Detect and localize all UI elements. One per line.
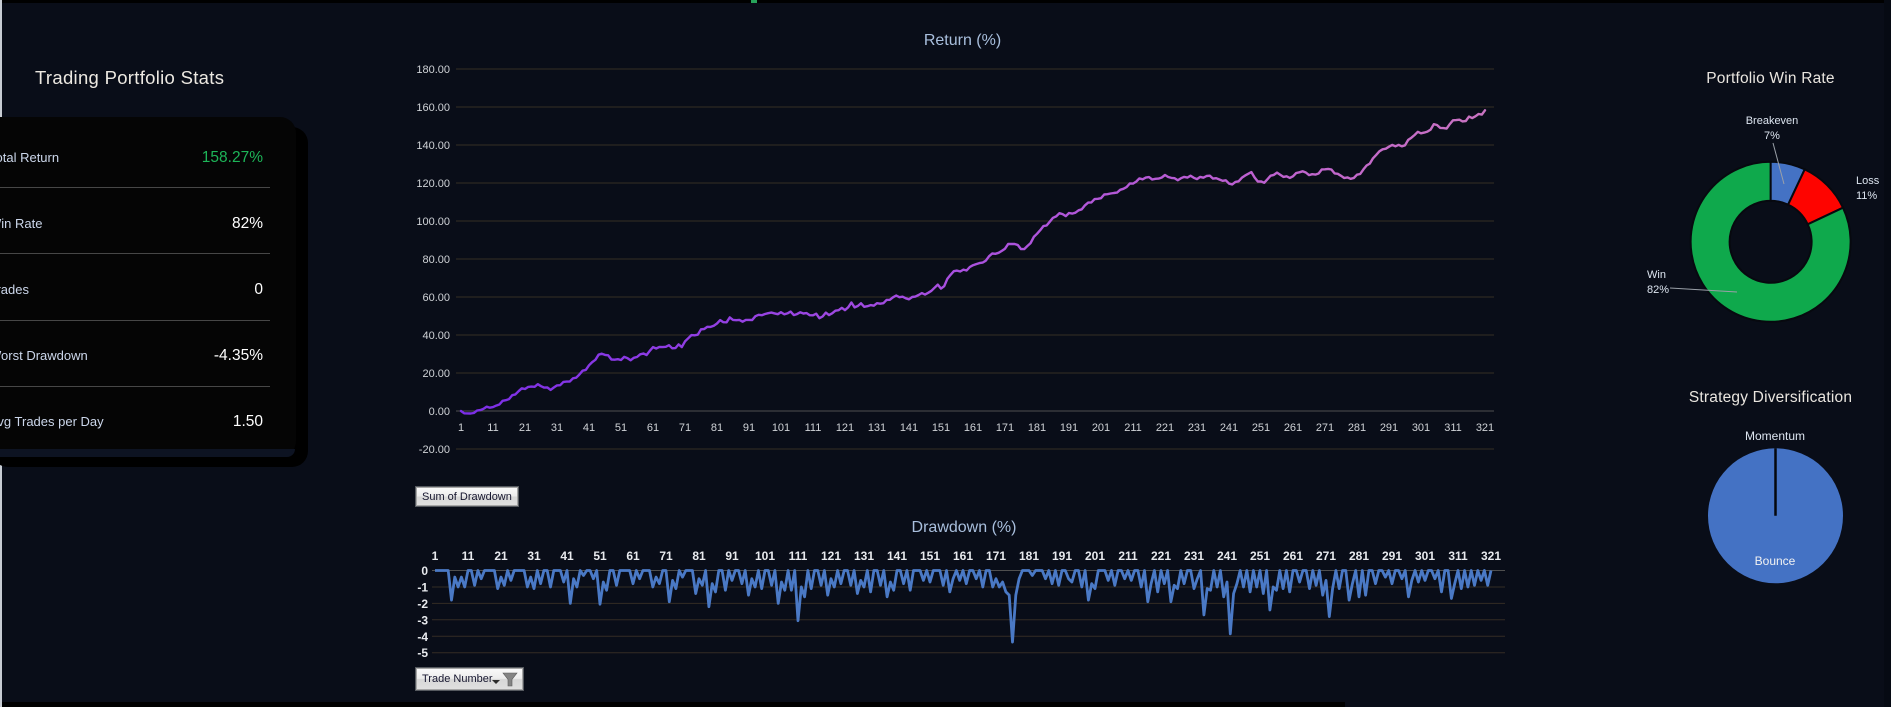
svg-text:261: 261 <box>1284 422 1302 434</box>
svg-text:111: 111 <box>789 549 808 563</box>
svg-text:71: 71 <box>679 422 691 434</box>
svg-text:141: 141 <box>900 422 918 434</box>
svg-text:181: 181 <box>1019 549 1039 563</box>
svg-text:-3: -3 <box>417 613 428 627</box>
svg-text:0: 0 <box>421 564 428 578</box>
svg-text:321: 321 <box>1476 422 1494 434</box>
svg-text:211: 211 <box>1118 549 1138 563</box>
svg-text:301: 301 <box>1412 422 1430 434</box>
svg-text:1: 1 <box>432 549 439 563</box>
svg-text:20.00: 20.00 <box>422 368 450 380</box>
svg-text:191: 191 <box>1060 422 1078 434</box>
svg-text:261: 261 <box>1283 549 1303 563</box>
svg-text:120.00: 120.00 <box>416 178 450 190</box>
svg-text:51: 51 <box>615 422 627 434</box>
svg-text:201: 201 <box>1085 549 1105 563</box>
svg-text:71: 71 <box>659 549 673 563</box>
svg-text:201: 201 <box>1092 422 1110 434</box>
svg-text:321: 321 <box>1481 549 1501 563</box>
svg-text:271: 271 <box>1316 549 1336 563</box>
svg-text:91: 91 <box>743 422 755 434</box>
svg-text:241: 241 <box>1217 549 1237 563</box>
svg-text:41: 41 <box>583 422 595 434</box>
svg-text:101: 101 <box>772 422 790 434</box>
svg-text:291: 291 <box>1382 549 1402 563</box>
svg-text:160.00: 160.00 <box>416 102 450 114</box>
svg-text:-20.00: -20.00 <box>419 444 450 456</box>
svg-text:151: 151 <box>920 549 940 563</box>
svg-text:161: 161 <box>953 549 973 563</box>
svg-text:141: 141 <box>887 549 907 563</box>
svg-text:80.00: 80.00 <box>422 254 450 266</box>
svg-text:-4: -4 <box>417 630 428 644</box>
svg-text:241: 241 <box>1220 422 1238 434</box>
svg-text:101: 101 <box>755 549 775 563</box>
svg-text:60.00: 60.00 <box>422 292 450 304</box>
svg-text:161: 161 <box>964 422 982 434</box>
svg-text:221: 221 <box>1156 422 1174 434</box>
svg-text:91: 91 <box>725 549 739 563</box>
svg-text:181: 181 <box>1028 422 1046 434</box>
svg-text:1: 1 <box>458 422 464 434</box>
svg-text:171: 171 <box>996 422 1014 434</box>
svg-text:81: 81 <box>692 549 706 563</box>
svg-text:0.00: 0.00 <box>429 406 450 418</box>
svg-text:111: 111 <box>805 422 822 434</box>
svg-text:281: 281 <box>1349 549 1369 563</box>
svg-text:251: 251 <box>1250 549 1270 563</box>
svg-text:211: 211 <box>1124 422 1142 434</box>
svg-text:31: 31 <box>527 549 541 563</box>
svg-text:40.00: 40.00 <box>422 330 450 342</box>
svg-text:21: 21 <box>494 549 508 563</box>
svg-text:140.00: 140.00 <box>416 140 450 152</box>
svg-text:171: 171 <box>986 549 1006 563</box>
svg-text:311: 311 <box>1448 549 1468 563</box>
svg-text:191: 191 <box>1052 549 1072 563</box>
svg-text:271: 271 <box>1316 422 1334 434</box>
svg-text:61: 61 <box>626 549 640 563</box>
svg-text:291: 291 <box>1380 422 1398 434</box>
svg-text:151: 151 <box>932 422 950 434</box>
svg-text:31: 31 <box>551 422 563 434</box>
svg-text:301: 301 <box>1415 549 1435 563</box>
svg-text:180.00: 180.00 <box>416 64 450 76</box>
svg-text:121: 121 <box>836 422 854 434</box>
svg-text:311: 311 <box>1444 422 1462 434</box>
svg-text:-2: -2 <box>417 597 428 611</box>
svg-text:11: 11 <box>462 549 475 563</box>
svg-text:-5: -5 <box>417 646 428 660</box>
svg-text:61: 61 <box>647 422 659 434</box>
svg-text:100.00: 100.00 <box>416 216 450 228</box>
svg-text:81: 81 <box>711 422 723 434</box>
svg-text:231: 231 <box>1188 422 1206 434</box>
svg-text:221: 221 <box>1151 549 1171 563</box>
svg-text:51: 51 <box>593 549 607 563</box>
svg-text:21: 21 <box>519 422 531 434</box>
svg-text:251: 251 <box>1252 422 1270 434</box>
svg-text:231: 231 <box>1184 549 1204 563</box>
svg-text:281: 281 <box>1348 422 1366 434</box>
svg-text:11: 11 <box>487 422 498 434</box>
svg-text:131: 131 <box>854 549 874 563</box>
svg-text:41: 41 <box>560 549 574 563</box>
svg-text:121: 121 <box>821 549 841 563</box>
svg-text:-1: -1 <box>417 581 428 595</box>
svg-text:131: 131 <box>868 422 886 434</box>
